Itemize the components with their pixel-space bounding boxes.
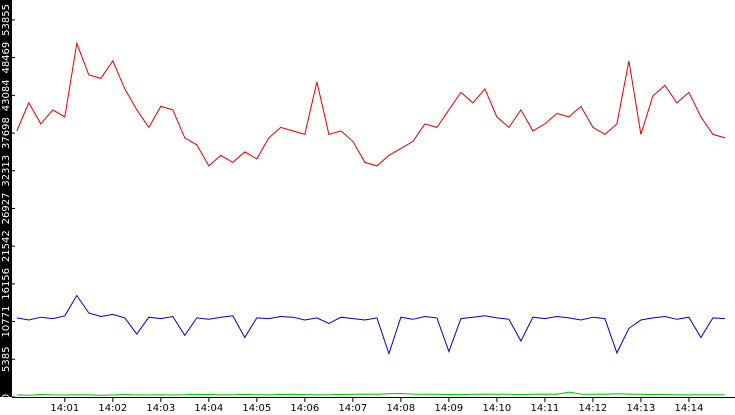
- y-tick-label: 16156: [1, 268, 12, 300]
- x-tick-label: 14:09: [434, 403, 463, 414]
- x-tick-label: 14:10: [482, 403, 511, 414]
- x-tick-label: 14:06: [290, 403, 319, 414]
- y-tick-label: 53855: [1, 4, 12, 36]
- x-tick-label: 14:13: [626, 403, 655, 414]
- x-tick-label: 14:01: [50, 403, 79, 414]
- y-tick-label: 37698: [1, 117, 12, 149]
- x-tick-label: 14:04: [194, 403, 223, 414]
- x-tick-label: 14:07: [338, 403, 367, 414]
- x-tick-label: 14:11: [530, 403, 559, 414]
- x-tick-label: 14:02: [98, 403, 127, 414]
- y-tick-label: 5385: [1, 347, 12, 372]
- y-tick-label: 26927: [1, 193, 12, 225]
- x-tick-label: 14:05: [242, 403, 271, 414]
- y-axis-strip: [0, 0, 12, 397]
- y-tick-label: 0: [1, 394, 12, 400]
- series-line: [16, 294, 725, 356]
- x-tick-label: 14:03: [146, 403, 175, 414]
- y-tick-label: 32313: [1, 155, 12, 187]
- x-tick-label: 14:08: [386, 403, 415, 414]
- series-line: [16, 391, 725, 396]
- y-tick-label: 43084: [1, 79, 12, 111]
- x-tick-label: 14:14: [674, 403, 703, 414]
- y-tick-label: 10771: [1, 306, 12, 338]
- y-tick-label: 21542: [1, 230, 12, 262]
- x-tick-label: 14:12: [578, 403, 607, 414]
- series-line: [16, 41, 726, 167]
- y-tick-label: 48469: [1, 42, 12, 74]
